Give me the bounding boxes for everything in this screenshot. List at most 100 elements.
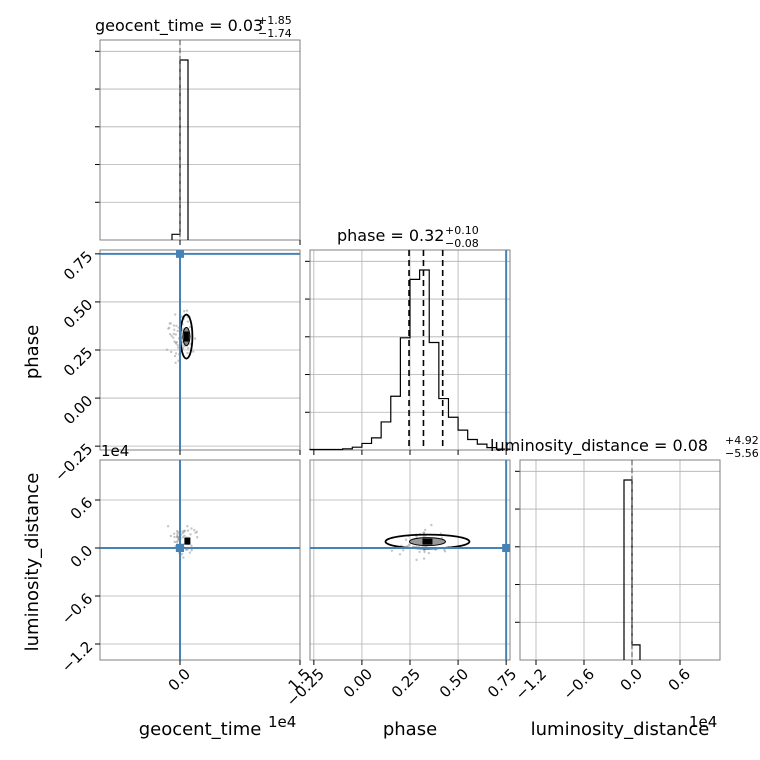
scatter-point-phase-vs-luminosity-distance (440, 536, 444, 539)
truth-marker-phase-vs-luminosity-distance (502, 544, 511, 552)
scatter-point-geocent-time-vs-phase (193, 337, 197, 340)
scatter-point-geocent-time-vs-phase (188, 325, 192, 329)
scatter-point-geocent-time-vs-phase (175, 341, 179, 344)
scatter-point-geocent-time-vs-phase (182, 344, 185, 347)
scatter-point-phase-vs-luminosity-distance (407, 543, 411, 547)
scatter-point-geocent-time-vs-phase (168, 332, 172, 336)
scatter-point-geocent-time-vs-phase (174, 361, 177, 364)
scatter-point-phase-vs-luminosity-distance (422, 531, 426, 535)
scatter-point-phase-vs-luminosity-distance (430, 523, 433, 527)
scatter-point-geocent-time-vs-luminosity-distance (173, 535, 176, 539)
tick-label-x-diag-luminosity-distance-0: −1.2 (512, 665, 550, 703)
tick-label-x-diag-luminosity-distance-1: −0.6 (560, 665, 598, 703)
scatter-point-phase-vs-luminosity-distance (418, 550, 421, 554)
y-axis-label-luminosity-distance: luminosity_distance (22, 473, 43, 652)
scatter-point-phase-vs-luminosity-distance (390, 549, 394, 553)
scatter-point-geocent-time-vs-luminosity-distance (190, 527, 193, 530)
density-core-geocent-time-vs-luminosity-distance (184, 537, 191, 545)
panel-frame-diag-luminosity-distance (519, 459, 721, 661)
scatter-point-geocent-time-vs-phase (167, 327, 170, 330)
scatter-point-geocent-time-vs-phase (186, 320, 190, 323)
scatter-point-geocent-time-vs-luminosity-distance (176, 539, 179, 543)
tick-label-x-diag-luminosity-distance-2: 0.0 (617, 665, 647, 695)
tick-label-y-geocent-time-vs-luminosity-distance-1: −0.6 (58, 590, 96, 628)
panel-frame-diag-geocent-time (99, 39, 301, 241)
tick-label-x-phase-vs-luminosity-distance-4: 0.75 (484, 665, 520, 701)
scatter-point-geocent-time-vs-phase (172, 336, 175, 339)
x-axis-label-phase: phase (383, 719, 437, 740)
title-geocent-time: geocent_time = 0.03 (95, 16, 263, 36)
scatter-point-geocent-time-vs-luminosity-distance (183, 534, 186, 538)
scatter-point-phase-vs-luminosity-distance (423, 550, 426, 554)
title-geocent-time-plus: +1.85 (258, 14, 292, 27)
scatter-point-geocent-time-vs-phase (173, 328, 176, 332)
scatter-point-geocent-time-vs-phase (185, 309, 189, 312)
scatter-point-geocent-time-vs-luminosity-distance (189, 533, 192, 536)
scatter-point-geocent-time-vs-luminosity-distance (190, 544, 193, 547)
scatter-point-geocent-time-vs-luminosity-distance (176, 533, 179, 536)
tick-label-y-geocent-time-vs-luminosity-distance-0: −1.2 (58, 638, 96, 676)
scatter-point-geocent-time-vs-luminosity-distance (196, 536, 199, 539)
title-phase-plus: +0.10 (445, 224, 479, 237)
scatter-point-phase-vs-luminosity-distance (423, 528, 427, 532)
scatter-point-geocent-time-vs-luminosity-distance (169, 534, 173, 538)
scatter-point-geocent-time-vs-luminosity-distance (195, 530, 198, 534)
scatter-point-geocent-time-vs-phase (174, 352, 178, 355)
scatter-point-geocent-time-vs-luminosity-distance (193, 528, 196, 532)
truth-marker-geocent-time-vs-phase (176, 249, 184, 258)
scatter-point-geocent-time-vs-phase (172, 324, 176, 327)
histogram-phase (309, 269, 511, 451)
scatter-point-geocent-time-vs-phase (192, 350, 195, 353)
scatter-point-geocent-time-vs-phase (174, 333, 178, 336)
tick-label-y-geocent-time-vs-phase-1: 0.00 (60, 392, 96, 428)
scatter-point-phase-vs-luminosity-distance (422, 535, 426, 538)
scatter-point-phase-vs-luminosity-distance (404, 538, 408, 541)
scatter-point-geocent-time-vs-luminosity-distance (176, 535, 180, 538)
scatter-point-geocent-time-vs-phase (176, 343, 179, 347)
scatter-point-geocent-time-vs-luminosity-distance (182, 529, 186, 532)
scatter-point-geocent-time-vs-phase (176, 346, 180, 349)
scatter-point-geocent-time-vs-luminosity-distance (176, 529, 179, 533)
scatter-point-geocent-time-vs-luminosity-distance (180, 552, 184, 556)
density-core-phase-vs-luminosity-distance (422, 538, 433, 545)
tick-label-x-phase-vs-luminosity-distance-2: 0.25 (388, 665, 424, 701)
scatter-point-geocent-time-vs-luminosity-distance (190, 549, 193, 552)
title-luminosity-distance-minus: −5.56 (725, 447, 759, 460)
scatter-point-geocent-time-vs-phase (174, 313, 177, 316)
scatter-point-geocent-time-vs-phase (183, 310, 186, 313)
scatter-point-phase-vs-luminosity-distance (423, 549, 426, 552)
tick-label-y-geocent-time-vs-phase-0: −0.25 (51, 440, 96, 485)
scale-factor-x-lum: 1e4 (689, 713, 717, 731)
scatter-point-geocent-time-vs-phase (170, 334, 173, 338)
scatter-point-geocent-time-vs-luminosity-distance (182, 556, 185, 559)
scatter-point-phase-vs-luminosity-distance (443, 550, 447, 553)
scatter-point-geocent-time-vs-phase (172, 332, 176, 336)
panel-frame-geocent-time-vs-luminosity-distance (99, 459, 301, 661)
scatter-point-geocent-time-vs-phase (169, 350, 173, 354)
tick-label-y-geocent-time-vs-phase-2: 0.25 (60, 344, 96, 380)
title-geocent-time-minus: −1.74 (258, 27, 292, 40)
tick-label-y-geocent-time-vs-luminosity-distance-3: 0.6 (67, 494, 97, 524)
title-luminosity-distance-plus: +4.92 (725, 434, 759, 447)
scatter-point-geocent-time-vs-luminosity-distance (173, 540, 176, 544)
scatter-point-geocent-time-vs-luminosity-distance (185, 548, 188, 552)
axis-labels: geocent_time phase luminosity_distance p… (22, 325, 709, 740)
tick-label-y-geocent-time-vs-phase-4: 0.75 (60, 247, 96, 283)
title-luminosity-distance: luminosity_distance = 0.08 (490, 436, 708, 456)
y-axis-label-phase: phase (22, 325, 43, 379)
panel-titles: geocent_time = 0.03 +1.85 −1.74 phase = … (95, 14, 759, 460)
scatter-point-geocent-time-vs-luminosity-distance (188, 551, 192, 554)
scatter-point-geocent-time-vs-luminosity-distance (172, 532, 176, 535)
scatter-point-geocent-time-vs-phase (173, 354, 177, 358)
scatter-point-geocent-time-vs-phase (176, 329, 179, 333)
scatter-point-geocent-time-vs-phase (168, 322, 171, 325)
scatter-point-phase-vs-luminosity-distance (401, 549, 405, 552)
x-axis-label-geocent-time: geocent_time (139, 719, 262, 740)
tick-label-x-diag-luminosity-distance-3: 0.6 (665, 665, 695, 695)
title-phase-minus: −0.08 (445, 237, 479, 250)
histogram-luminosity-distance (623, 479, 641, 660)
title-phase: phase = 0.32 (337, 226, 444, 245)
tick-label-x-phase-vs-luminosity-distance-3: 0.50 (436, 665, 472, 701)
scale-factor-x-geocent: 1e4 (268, 713, 296, 731)
panels: −0.250.000.250.500.750.0 1.5−1.2−0.60.00.… (51, 39, 721, 710)
